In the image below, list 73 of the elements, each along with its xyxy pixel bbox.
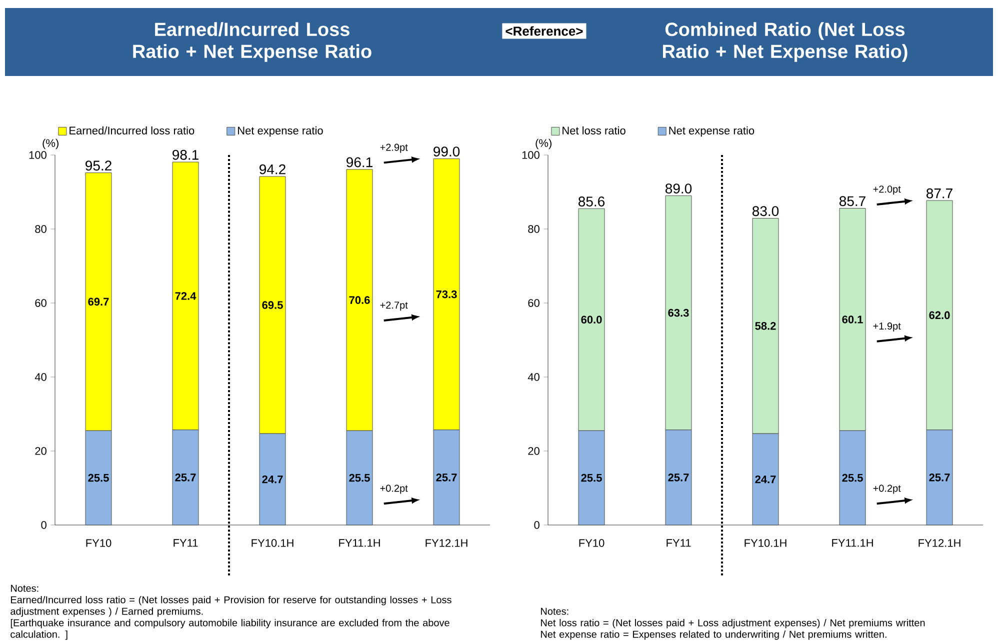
x-tick-label: FY10.1H [252,539,294,547]
data-label: 25.7 [175,474,196,482]
x-tick-label: FY11.1H [832,539,873,547]
y-tick-label: 100 [29,151,46,159]
data-label: 24.7 [755,475,776,484]
text: Notes: [11,584,38,592]
y-tick-label: 100 [522,151,540,159]
y-tick-label: 0 [41,521,46,529]
y-tick-label: 40 [528,373,540,381]
data-label: 24.7 [262,475,283,484]
total-label: 89.0 [665,184,692,194]
y-axis-title: (%) [536,138,552,150]
data-label: 25.5 [842,474,863,482]
annotation: +1.9pt [873,322,901,332]
total-label: 96.1 [346,157,372,168]
y-tick-label: 20 [528,447,540,455]
data-label: 73.3 [436,290,457,298]
data-label: 25.7 [929,474,950,482]
data-label: 69.7 [88,298,109,306]
total-label: 87.7 [926,188,952,198]
total-label: 85.6 [578,196,605,206]
text: Net expense ratio = Expenses related to underwriting / Net premiums written. [541,630,886,640]
y-tick-label: 40 [34,373,46,381]
annotation: +2.0pt [873,186,901,195]
data-label: 25.7 [436,474,457,482]
x-tick-label: FY10 [86,539,112,547]
annotation: +0.2pt [380,484,408,494]
data-label: 62.0 [929,311,950,320]
total-label: 94.2 [260,164,286,174]
chart-subtitle: <Reference> [506,26,583,36]
x-tick-label: FY10 [579,539,604,547]
text: Earned/Incurred loss ratio = (Net losses paid + Provision for reserve for outstanding losses + Loss adjustment expenses ) / Earned premiums. [10,596,452,617]
legend-label: Net loss ratio [562,126,626,134]
text: Net loss ratio = (Net losses paid + Loss adjustment expenses) / Net premiums written [541,618,925,628]
text: +2.9pt [380,144,408,153]
x-tick-label: FY11 [174,539,198,547]
x-tick-label: FY12.1H [918,539,960,547]
data-label: 25.5 [581,474,602,482]
y-axis-title: (%) [42,138,58,150]
legend-label: Net expense ratio [669,126,754,137]
chart-title: Earned/Incurred Loss Ratio + Net Expense Ratio [133,22,372,62]
x-tick-label: FY11.1H [339,539,380,547]
y-tick-label: 80 [528,225,540,233]
total-label: 95.2 [86,160,112,171]
y-tick-label: 60 [528,299,540,307]
x-tick-label: FY10.1H [744,539,786,547]
total-label: 99.0 [434,146,460,157]
data-label: 60.0 [581,316,602,324]
y-tick-label: 60 [35,299,46,307]
total-label: 85.7 [839,196,866,206]
legend-label: Earned/Incurred loss ratio [70,126,194,134]
data-label: 25.5 [88,474,109,482]
x-tick-label: FY12.1H [426,539,468,547]
data-label: 70.6 [349,296,370,304]
data-label: 25.7 [668,474,689,482]
total-label: 98.1 [172,150,198,160]
text: [Earthquake insurance and compulsory automobile liability insurance are excluded from the above calculation. ] [10,618,450,640]
y-tick-label: 20 [35,447,46,455]
text: Notes: [541,608,568,615]
y-tick-label: 0 [534,521,540,529]
x-tick-label: FY11 [666,539,691,547]
data-label: 25.5 [349,474,370,482]
data-label: 69.5 [262,301,283,309]
total-label: 83.0 [752,206,779,216]
annotation: +2.7pt [380,302,408,311]
data-label: 72.4 [175,292,196,300]
data-label: 58.2 [755,322,776,330]
chart-title: Combined Ratio (Net Loss Ratio + Net Expense Ratio) [663,22,908,62]
y-tick-label: 80 [35,225,46,233]
legend-label: Net expense ratio [238,126,323,137]
data-label: 63.3 [668,308,689,317]
annotation: +0.2pt [873,484,901,494]
data-label: 60.1 [842,316,863,324]
